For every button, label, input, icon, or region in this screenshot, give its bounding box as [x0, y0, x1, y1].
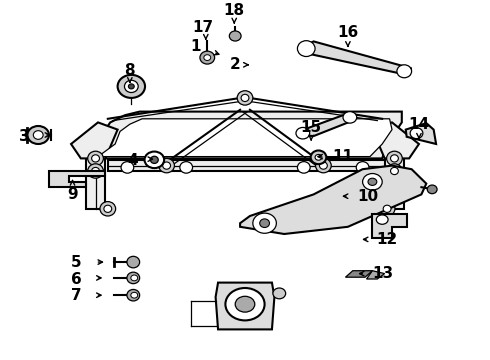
Ellipse shape	[131, 292, 138, 298]
Ellipse shape	[383, 205, 391, 212]
Polygon shape	[71, 122, 118, 158]
Text: 1: 1	[191, 39, 201, 54]
Polygon shape	[345, 271, 372, 277]
Ellipse shape	[118, 75, 145, 98]
Text: 15: 15	[300, 120, 322, 135]
Ellipse shape	[127, 289, 140, 301]
Ellipse shape	[391, 167, 398, 175]
Ellipse shape	[200, 51, 215, 64]
Polygon shape	[301, 41, 412, 74]
Ellipse shape	[150, 156, 158, 163]
Ellipse shape	[88, 151, 103, 166]
Ellipse shape	[163, 162, 171, 169]
Ellipse shape	[315, 154, 322, 160]
Ellipse shape	[128, 84, 134, 89]
Ellipse shape	[180, 162, 193, 173]
Ellipse shape	[225, 288, 265, 320]
Ellipse shape	[253, 213, 276, 233]
Text: 7: 7	[71, 288, 81, 303]
Ellipse shape	[356, 162, 369, 173]
Ellipse shape	[92, 167, 99, 175]
Ellipse shape	[104, 205, 112, 212]
Polygon shape	[406, 123, 436, 144]
Polygon shape	[49, 171, 105, 187]
Ellipse shape	[316, 158, 331, 173]
Ellipse shape	[159, 158, 174, 173]
Polygon shape	[108, 160, 387, 171]
Ellipse shape	[204, 55, 211, 60]
Ellipse shape	[260, 219, 270, 228]
Polygon shape	[372, 122, 419, 158]
Polygon shape	[240, 166, 426, 234]
Ellipse shape	[124, 80, 138, 93]
Text: 11: 11	[333, 149, 353, 164]
Text: 5: 5	[71, 255, 81, 270]
Ellipse shape	[397, 65, 412, 78]
Polygon shape	[385, 157, 404, 209]
Ellipse shape	[127, 272, 140, 284]
Ellipse shape	[296, 127, 310, 139]
Ellipse shape	[387, 151, 402, 166]
Ellipse shape	[319, 162, 327, 169]
Text: 2: 2	[230, 57, 241, 72]
Ellipse shape	[33, 131, 43, 139]
Ellipse shape	[427, 185, 437, 194]
Ellipse shape	[410, 128, 423, 139]
Ellipse shape	[241, 94, 249, 102]
Ellipse shape	[235, 296, 255, 312]
Ellipse shape	[27, 126, 49, 144]
Ellipse shape	[391, 155, 398, 162]
Ellipse shape	[131, 275, 138, 281]
Ellipse shape	[100, 202, 116, 216]
Text: 17: 17	[193, 19, 214, 35]
Text: 8: 8	[124, 63, 135, 78]
Ellipse shape	[379, 202, 395, 216]
Polygon shape	[216, 283, 274, 329]
Ellipse shape	[297, 162, 310, 173]
Ellipse shape	[237, 91, 253, 105]
Polygon shape	[86, 157, 105, 209]
Ellipse shape	[387, 164, 402, 178]
Ellipse shape	[273, 288, 286, 299]
Ellipse shape	[363, 174, 382, 190]
Ellipse shape	[376, 215, 388, 224]
Text: 9: 9	[67, 187, 78, 202]
Polygon shape	[372, 214, 407, 238]
Text: 16: 16	[337, 25, 359, 40]
Text: 13: 13	[372, 266, 394, 281]
Ellipse shape	[127, 256, 140, 268]
Ellipse shape	[297, 41, 315, 57]
Text: 4: 4	[127, 153, 138, 168]
Polygon shape	[86, 112, 402, 158]
Text: 10: 10	[357, 189, 378, 204]
Text: 3: 3	[19, 129, 30, 144]
Text: 14: 14	[408, 117, 430, 132]
Text: 12: 12	[376, 232, 398, 247]
Ellipse shape	[343, 112, 357, 123]
Ellipse shape	[88, 164, 103, 178]
Polygon shape	[98, 119, 392, 157]
Text: 18: 18	[223, 3, 245, 18]
Polygon shape	[367, 271, 385, 279]
Ellipse shape	[92, 155, 99, 162]
Ellipse shape	[121, 162, 134, 173]
Text: 6: 6	[71, 271, 81, 287]
Ellipse shape	[311, 150, 326, 164]
Polygon shape	[298, 115, 353, 136]
Ellipse shape	[368, 178, 377, 185]
Ellipse shape	[145, 152, 164, 168]
Ellipse shape	[229, 31, 241, 41]
